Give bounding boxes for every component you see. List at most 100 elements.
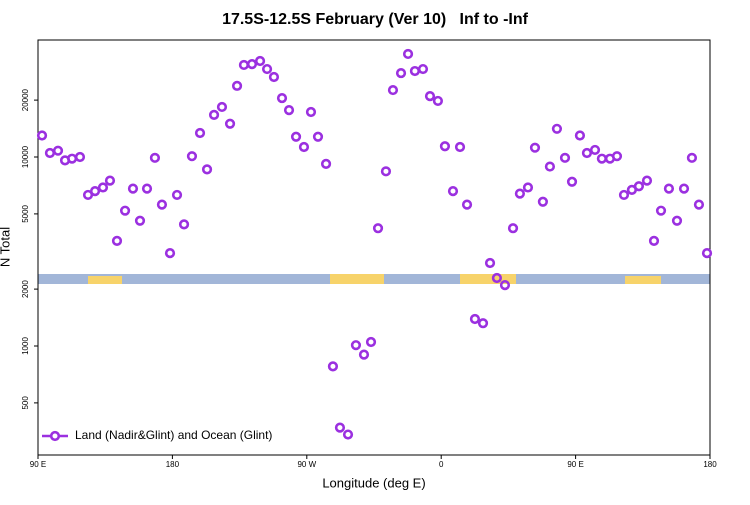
data-point	[97, 182, 109, 193]
data-point	[380, 166, 392, 177]
data-point	[461, 199, 473, 210]
legend-item: Land (Nadir&Glint) and Ocean (Glint)	[42, 428, 272, 442]
data-point	[334, 422, 346, 433]
x-tick-label: 90 E	[30, 460, 46, 469]
data-point	[231, 80, 243, 91]
data-point	[186, 151, 198, 162]
land-mask	[38, 274, 710, 284]
data-point	[290, 131, 302, 142]
y-tick-label: 20000	[21, 88, 30, 111]
data-point	[499, 280, 511, 291]
chart-title: 17.5S-12.5S February (Ver 10) Inf to -In…	[222, 11, 529, 28]
data-point	[402, 48, 414, 60]
land-patch	[88, 276, 122, 284]
data-point	[276, 92, 288, 104]
data-point	[537, 196, 548, 207]
x-tick-label: 90 E	[567, 460, 583, 469]
land-patch	[460, 274, 516, 284]
legend-label: Land (Nadir&Glint) and Ocean (Glint)	[75, 428, 272, 442]
y-tick-label: 5000	[21, 204, 30, 222]
data-point	[134, 215, 146, 226]
data-point	[320, 158, 332, 169]
data-point	[618, 189, 630, 201]
data-point	[686, 152, 698, 163]
data-point	[365, 336, 377, 348]
data-point	[74, 151, 86, 163]
plot-frame	[37, 39, 711, 456]
data-point	[268, 71, 280, 83]
data-point	[358, 349, 370, 360]
data-point	[544, 161, 556, 172]
data-point	[454, 141, 466, 153]
x-axis-label: Longitude (deg E)	[322, 475, 425, 490]
y-axis-label: N Total	[0, 227, 12, 267]
data-point	[89, 186, 101, 197]
y-tick-label: 2000	[21, 280, 30, 298]
data-point	[574, 130, 586, 141]
data-point	[424, 91, 436, 102]
data-point	[439, 141, 451, 152]
data-point	[171, 189, 183, 201]
x-tick-label: 0	[439, 460, 444, 469]
data-point	[648, 235, 660, 246]
data-point	[149, 152, 161, 163]
data-point	[633, 181, 645, 192]
data-point	[581, 147, 593, 159]
data-point	[387, 84, 399, 96]
data-point	[589, 144, 601, 156]
data-point	[52, 145, 64, 156]
data-point	[216, 101, 228, 113]
y-tick-label: 1000	[21, 337, 30, 355]
data-point	[156, 199, 168, 210]
data-point	[111, 235, 123, 246]
data-point	[298, 141, 310, 153]
data-point	[491, 272, 503, 284]
data-point	[36, 130, 48, 141]
data-point	[305, 106, 317, 118]
data-point	[529, 142, 541, 153]
data-point	[327, 361, 339, 372]
data-point	[194, 127, 206, 139]
data-point	[663, 183, 675, 194]
data-point	[671, 215, 683, 226]
data-point	[514, 188, 525, 199]
data-point	[201, 164, 213, 175]
data-point	[522, 182, 534, 193]
data-point	[119, 205, 131, 216]
data-point	[655, 205, 667, 216]
data-point	[342, 429, 354, 440]
data-point	[208, 109, 220, 121]
y-tick-label: 500	[21, 396, 30, 410]
data-point	[477, 318, 489, 329]
y-tick-label: 10000	[21, 145, 30, 168]
data-point	[432, 95, 444, 107]
data-point	[559, 152, 571, 163]
data-point	[261, 63, 273, 75]
legend-marker	[49, 430, 61, 442]
data-point	[254, 55, 266, 67]
data-point	[127, 183, 139, 194]
data-point	[417, 63, 429, 75]
x-tick-label: 180	[703, 460, 717, 469]
data-point	[224, 118, 236, 129]
x-tick-label: 180	[166, 460, 180, 469]
data-point	[104, 175, 116, 186]
data-point	[484, 257, 496, 269]
data-point	[372, 223, 384, 234]
land-patch	[625, 276, 661, 284]
data-point	[641, 175, 653, 186]
land-patch	[330, 274, 384, 284]
data-point	[447, 186, 459, 197]
data-point	[350, 340, 362, 351]
data-point	[469, 313, 481, 325]
data-point	[551, 123, 563, 134]
data-point	[141, 183, 153, 194]
data-point	[678, 183, 690, 194]
data-point	[164, 248, 176, 259]
data-point	[246, 59, 258, 70]
data-point	[611, 151, 623, 162]
data-point	[507, 223, 519, 234]
data-point	[566, 176, 578, 187]
